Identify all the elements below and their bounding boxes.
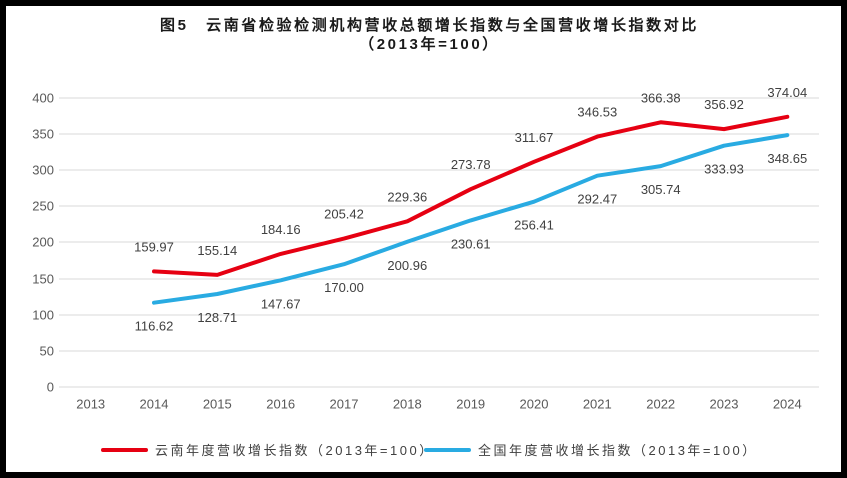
svg-text:184.16: 184.16 xyxy=(261,222,301,237)
svg-text:230.61: 230.61 xyxy=(451,236,491,251)
svg-text:2023: 2023 xyxy=(710,397,739,412)
svg-text:366.38: 366.38 xyxy=(641,90,681,105)
svg-text:2019: 2019 xyxy=(456,397,485,412)
svg-text:348.65: 348.65 xyxy=(767,151,807,166)
svg-text:350: 350 xyxy=(32,127,54,142)
svg-text:205.42: 205.42 xyxy=(324,207,364,222)
svg-text:400: 400 xyxy=(32,91,54,106)
svg-text:150: 150 xyxy=(32,272,54,287)
svg-text:全国年度营收增长指数（2013年=100）: 全国年度营收增长指数（2013年=100） xyxy=(478,443,758,458)
svg-text:2024: 2024 xyxy=(773,397,802,412)
svg-text:374.04: 374.04 xyxy=(767,85,807,100)
svg-text:229.36: 229.36 xyxy=(387,189,427,204)
svg-text:147.67: 147.67 xyxy=(261,296,301,311)
svg-text:159.97: 159.97 xyxy=(134,239,174,254)
svg-text:273.78: 273.78 xyxy=(451,157,491,172)
svg-text:128.71: 128.71 xyxy=(197,310,237,325)
svg-text:200: 200 xyxy=(32,235,54,250)
svg-text:200.96: 200.96 xyxy=(387,258,427,273)
svg-text:250: 250 xyxy=(32,199,54,214)
svg-text:346.53: 346.53 xyxy=(577,105,617,120)
svg-text:2015: 2015 xyxy=(203,397,232,412)
svg-text:333.93: 333.93 xyxy=(704,162,744,177)
svg-text:116.62: 116.62 xyxy=(135,319,174,334)
svg-text:50: 50 xyxy=(40,344,54,359)
svg-text:2022: 2022 xyxy=(646,397,675,412)
svg-text:0: 0 xyxy=(47,380,54,395)
svg-text:300: 300 xyxy=(32,163,54,178)
svg-text:2021: 2021 xyxy=(583,397,612,412)
svg-text:2020: 2020 xyxy=(520,397,549,412)
svg-text:311.67: 311.67 xyxy=(515,130,554,145)
svg-text:305.74: 305.74 xyxy=(641,182,681,197)
svg-text:云南年度营收增长指数（2013年=100）: 云南年度营收增长指数（2013年=100） xyxy=(155,443,435,458)
svg-text:100: 100 xyxy=(32,308,54,323)
svg-text:2016: 2016 xyxy=(266,397,295,412)
svg-text:170.00: 170.00 xyxy=(324,280,364,295)
svg-text:2014: 2014 xyxy=(140,397,169,412)
svg-text:2017: 2017 xyxy=(330,397,359,412)
svg-text:256.41: 256.41 xyxy=(514,218,554,233)
svg-text:155.14: 155.14 xyxy=(197,243,237,258)
svg-text:2018: 2018 xyxy=(393,397,422,412)
svg-text:356.92: 356.92 xyxy=(704,97,744,112)
svg-text:2013: 2013 xyxy=(76,397,105,412)
svg-text:292.47: 292.47 xyxy=(577,192,617,207)
